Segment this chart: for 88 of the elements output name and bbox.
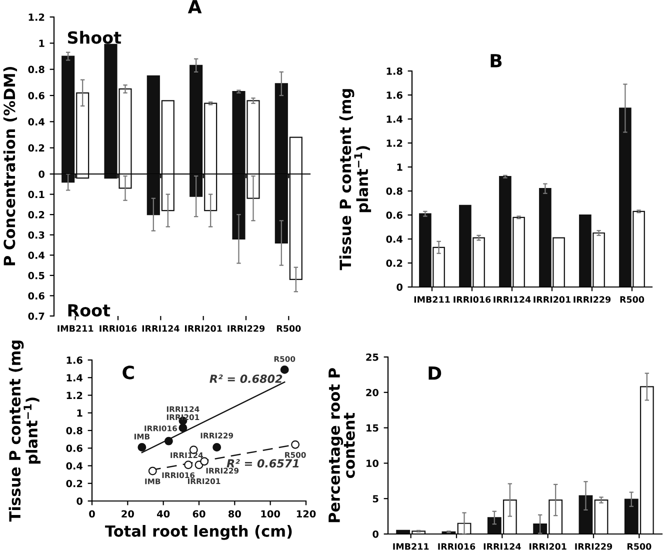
x-tick-label: IRRI229 (228, 325, 265, 332)
chart-title: A (188, 0, 202, 14)
x-tick-label: IRRI124 (484, 543, 521, 550)
y-tick-label: 10 (366, 460, 379, 468)
point (291, 440, 300, 449)
chart-title: D (428, 366, 442, 380)
y-tick-label: 1.2 (66, 392, 82, 399)
x-tick-label: IMB211 (414, 296, 450, 303)
x-axis-title: Total root length (cm) (105, 524, 292, 540)
point (164, 436, 173, 446)
point (184, 460, 193, 470)
annotation: Root (68, 304, 110, 317)
y-tick-label: 1.6 (386, 91, 402, 99)
y-tick-label: 1.8 (386, 67, 402, 75)
x-tick-label: 20 (122, 510, 134, 518)
x-tick-label: IMB211 (393, 543, 429, 550)
y-axis-title: Tissue P content (mg plant$^{−1}$) (339, 89, 372, 270)
y-tick-label: 1.6 (66, 356, 82, 364)
y-tick-label: 25 (366, 353, 378, 361)
y-tick-label: 0.4 (28, 118, 45, 126)
y-tick-label: 0.1 (28, 190, 44, 198)
x-tick-label: 120 (296, 510, 316, 518)
x-tick-label: R500 (627, 543, 652, 550)
bar (578, 495, 593, 534)
y-tick-label: 0.4 (66, 462, 83, 470)
x-tick-label: 100 (261, 510, 280, 518)
y-tick-label: 5 (372, 495, 378, 502)
y-tick-label: 0 (38, 170, 45, 178)
y-tick-label: 20 (366, 388, 379, 396)
x-tick-label: IRRI124 (494, 296, 531, 303)
y-tick-label: 0.7 (28, 312, 44, 320)
y-tick-label: 0.3 (28, 231, 44, 239)
y-tick-label: 0.5 (28, 272, 44, 280)
point (280, 365, 289, 374)
y-tick-label: 1.4 (386, 116, 403, 123)
y-tick-label: 0.6 (66, 444, 82, 452)
x-tick-label: IRRI201 (530, 543, 566, 550)
y-tick-label: 0.2 (28, 144, 44, 152)
y-tick-label: 0.8 (66, 426, 82, 434)
y-tick-label: 0.4 (28, 252, 45, 259)
y-tick-label: 0.6 (28, 292, 44, 300)
annotation: R² = 0.6571 (226, 459, 299, 468)
chart-title: C (122, 366, 134, 380)
x-tick-label: 60 (192, 510, 206, 518)
annotation: R² = 0.6802 (210, 374, 282, 383)
bar (594, 499, 608, 534)
y-tick-label: 0 (372, 530, 379, 538)
x-tick-label: 80 (228, 510, 241, 518)
y-tick-label: 0.2 (66, 480, 82, 488)
x-tick-label: R500 (276, 325, 301, 332)
x-tick-label: IRRI016 (100, 325, 137, 332)
y-tick-label: 1 (77, 409, 82, 417)
x-tick-label: 0 (89, 510, 95, 518)
y-tick-label: 0.2 (386, 259, 402, 267)
x-tick-label: IRRI201 (185, 325, 222, 332)
annotation: Shoot (68, 30, 122, 44)
chart-title: B (490, 54, 502, 68)
x-tick-label: IRRI229 (574, 296, 611, 303)
point (138, 443, 146, 452)
x-tick-label: IRRI016 (454, 296, 491, 303)
y-tick-label: 1.2 (28, 13, 44, 21)
x-tick-label: R500 (620, 296, 644, 303)
y-tick-label: 1.2 (386, 139, 402, 147)
x-tick-label: IRRI229 (575, 543, 612, 550)
y-tick-label: 1 (397, 164, 402, 171)
x-tick-label: IRRI201 (534, 296, 571, 303)
y-axis-title: Tissue P content (mg plant$^{−1}$) (8, 340, 41, 522)
y-tick-label: 0 (76, 497, 83, 505)
x-tick-label: IRRI124 (142, 325, 180, 332)
y-tick-label: 15 (366, 424, 378, 432)
x-tick-label: IMB211 (58, 325, 94, 332)
point (200, 457, 209, 466)
y-axis-title: P Concentration (%DM) (3, 67, 17, 266)
y-tick-label: 0.8 (28, 66, 44, 74)
y-tick-label: 1.4 (66, 374, 83, 382)
point (212, 443, 222, 452)
point (148, 466, 157, 476)
x-tick-label: 40 (157, 510, 170, 518)
y-tick-label: 0.4 (386, 235, 403, 243)
x-tick-label: IRRI016 (438, 543, 476, 550)
y-tick-label: 0.8 (386, 187, 402, 195)
y-tick-label: 0 (396, 283, 403, 291)
y-tick-label: 0.6 (386, 211, 402, 219)
y-tick-label: 0.6 (28, 92, 44, 100)
y-tick-label: 0.2 (28, 211, 44, 218)
point (178, 424, 188, 432)
y-tick-label: 1 (39, 40, 44, 47)
y-axis-title: Percentage root P content (328, 368, 355, 522)
